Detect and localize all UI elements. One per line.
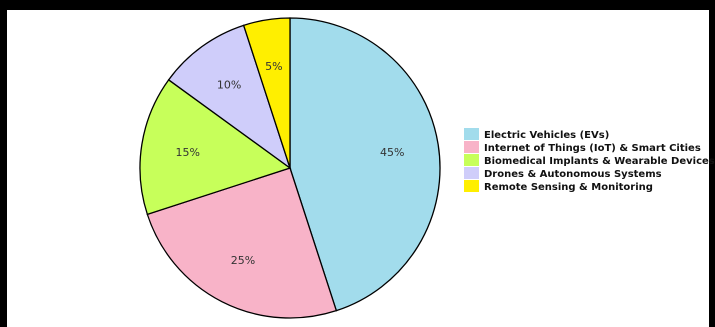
pie-slice-2	[146, 167, 338, 319]
legend-swatch-3	[464, 154, 479, 166]
pie-slices	[139, 17, 441, 319]
legend-label-4: Drones & Autonomous Systems	[484, 169, 662, 180]
pie-slice-1	[289, 17, 441, 312]
pie-slice-3	[139, 78, 292, 216]
legend-swatch-4	[464, 167, 479, 179]
legend-swatch-1	[464, 128, 479, 140]
legend-label-3: Biomedical Implants & Wearable Devices	[484, 156, 715, 167]
pie-slice-5	[242, 17, 291, 169]
pie-slice-4	[167, 24, 292, 170]
pie-value-label-1: 45%	[380, 146, 404, 159]
pie-value-labels: 45% 25% 15% 10% 5%	[176, 60, 405, 267]
legend: Electric Vehicles (EVs) Internet of Thing…	[464, 128, 715, 193]
legend-label-1: Electric Vehicles (EVs)	[484, 130, 609, 141]
legend-label-5: Remote Sensing & Monitoring	[484, 182, 653, 193]
legend-label-2: Internet of Things (IoT) & Smart Cities	[484, 143, 701, 154]
pie-value-label-3: 15%	[176, 146, 200, 159]
legend-swatch-5	[464, 180, 479, 192]
pie-value-label-4: 10%	[217, 78, 241, 91]
pie-value-label-2: 25%	[231, 254, 255, 267]
pie-value-label-5: 5%	[265, 60, 282, 73]
legend-swatch-2	[464, 141, 479, 153]
